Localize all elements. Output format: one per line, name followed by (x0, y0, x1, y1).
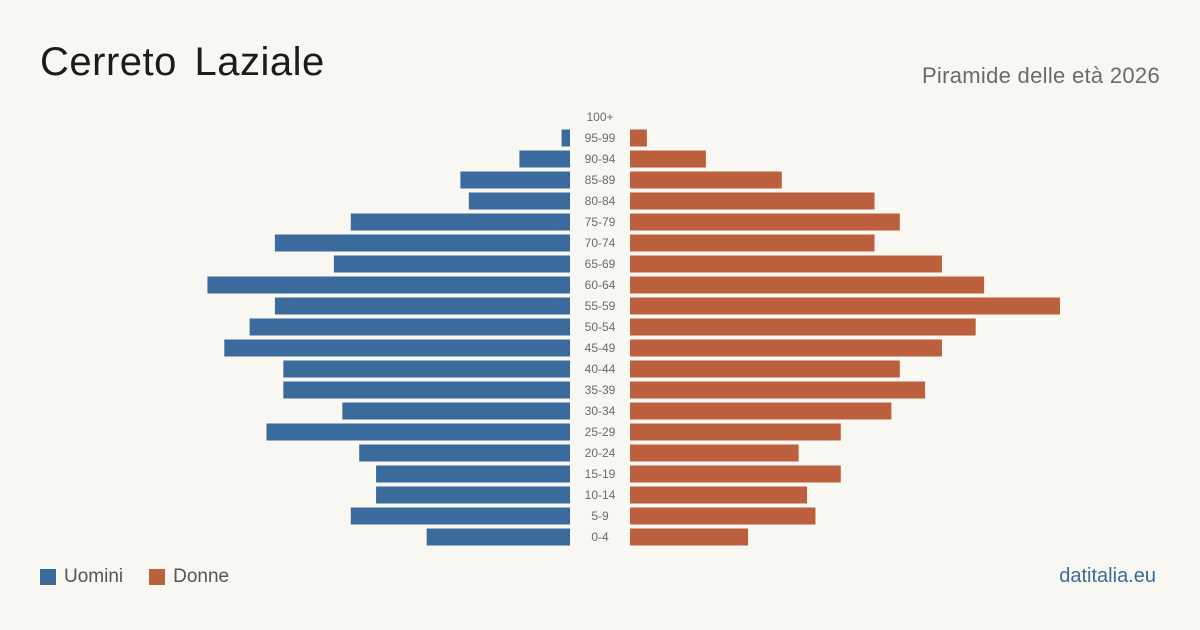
bar-male-15-19 (376, 465, 570, 483)
page-title: Cerreto Laziale (40, 40, 325, 84)
bar-male-75-79 (350, 213, 570, 231)
age-label-50-54: 50-54 (585, 320, 616, 334)
age-label-100plus: 100+ (586, 110, 613, 124)
legend-swatch-female (149, 569, 166, 585)
bar-female-35-39 (630, 381, 926, 399)
bar-male-90-94 (519, 150, 570, 168)
age-label-45-49: 45-49 (585, 341, 616, 355)
bar-female-25-29 (630, 423, 841, 441)
bar-male-70-74 (274, 234, 570, 252)
legend-item-male: Uomini (40, 566, 123, 588)
bar-male-65-69 (333, 255, 570, 273)
legend-item-female: Donne (149, 566, 229, 588)
legend-label-female: Donne (173, 566, 230, 587)
bar-male-30-34 (342, 402, 570, 420)
age-label-80-84: 80-84 (585, 194, 616, 208)
bar-female-85-89 (630, 171, 782, 189)
bar-female-95-99 (630, 129, 647, 147)
bar-female-65-69 (630, 255, 942, 273)
age-label-90-94: 90-94 (585, 152, 616, 166)
bar-female-0-4 (630, 528, 749, 546)
age-label-10-14: 10-14 (585, 488, 616, 502)
age-label-65-69: 65-69 (585, 257, 616, 271)
bar-female-55-59 (630, 297, 1060, 315)
legend-label-male: Uomini (64, 566, 124, 587)
bar-female-70-74 (630, 234, 875, 252)
bar-female-80-84 (630, 192, 875, 210)
bar-female-90-94 (630, 150, 706, 168)
bar-female-15-19 (630, 465, 841, 483)
bar-male-50-54 (249, 318, 570, 336)
bar-male-60-64 (207, 276, 570, 294)
bar-male-80-84 (468, 192, 570, 210)
age-label-15-19: 15-19 (585, 467, 616, 481)
legend: Uomini Donne (40, 566, 245, 588)
bar-male-55-59 (274, 297, 570, 315)
age-label-55-59: 55-59 (585, 299, 616, 313)
bar-female-20-24 (630, 444, 799, 462)
brand-link[interactable]: datitalia.eu (1059, 565, 1156, 587)
age-label-60-64: 60-64 (585, 278, 616, 292)
age-label-75-79: 75-79 (585, 215, 616, 229)
age-label-25-29: 25-29 (585, 425, 616, 439)
bar-female-40-44 (630, 360, 900, 378)
age-label-40-44: 40-44 (585, 362, 616, 376)
bar-female-10-14 (630, 486, 808, 504)
age-label-35-39: 35-39 (585, 383, 616, 397)
age-label-95-99: 95-99 (585, 131, 616, 145)
bar-female-30-34 (630, 402, 892, 420)
age-label-20-24: 20-24 (585, 446, 616, 460)
bar-female-50-54 (630, 318, 976, 336)
age-label-5-9: 5-9 (591, 509, 609, 523)
bar-female-45-49 (630, 339, 942, 357)
bar-male-10-14 (376, 486, 570, 504)
bar-female-60-64 (630, 276, 985, 294)
age-label-70-74: 70-74 (585, 236, 616, 250)
bar-male-95-99 (561, 129, 570, 147)
bar-male-85-89 (460, 171, 570, 189)
bar-male-35-39 (283, 381, 570, 399)
bar-female-5-9 (630, 507, 816, 525)
legend-swatch-male (40, 569, 56, 585)
bar-male-5-9 (350, 507, 570, 525)
age-label-30-34: 30-34 (585, 404, 616, 418)
age-label-85-89: 85-89 (585, 173, 616, 187)
bar-male-25-29 (266, 423, 570, 441)
bar-female-75-79 (630, 213, 900, 231)
chart-subtitle: Piramide delle età 2026 (921, 63, 1160, 88)
bar-male-40-44 (283, 360, 570, 378)
age-label-0-4: 0-4 (591, 530, 609, 544)
bar-male-45-49 (224, 339, 570, 357)
bar-male-20-24 (359, 444, 570, 462)
bar-male-0-4 (426, 528, 570, 546)
